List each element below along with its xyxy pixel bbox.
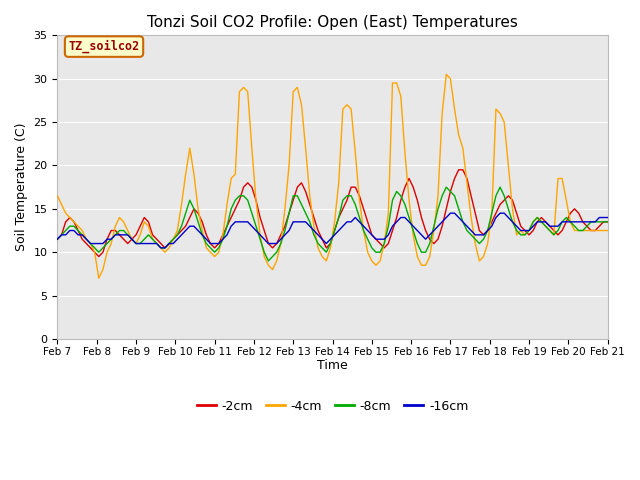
Legend: -2cm, -4cm, -8cm, -16cm: -2cm, -4cm, -8cm, -16cm [192, 395, 473, 418]
Title: Tonzi Soil CO2 Profile: Open (East) Temperatures: Tonzi Soil CO2 Profile: Open (East) Temp… [147, 15, 518, 30]
X-axis label: Time: Time [317, 360, 348, 372]
Y-axis label: Soil Temperature (C): Soil Temperature (C) [15, 123, 28, 252]
Text: TZ_soilco2: TZ_soilco2 [68, 40, 140, 53]
